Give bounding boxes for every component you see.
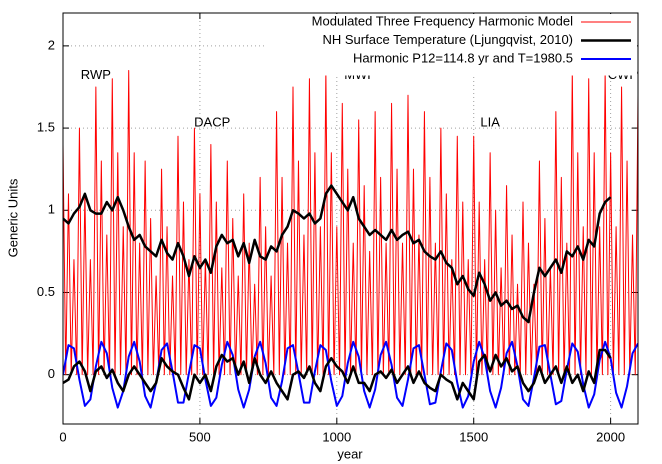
annotation: DACP	[194, 115, 230, 130]
legend-label: NH Surface Temperature (Ljungqvist, 2010…	[323, 32, 574, 47]
series-line	[63, 70, 638, 376]
series-line	[63, 348, 612, 401]
y-tick-label: 1	[48, 202, 55, 217]
legend-label: Harmonic P12=114.8 yr and T=1980.5	[353, 50, 573, 65]
y-axis-label: Generic Units	[5, 178, 20, 257]
y-tick-label: 0.5	[37, 284, 55, 299]
x-tick-label: 1000	[322, 429, 351, 444]
x-tick-label: 1500	[459, 429, 488, 444]
y-tick-label: 2	[48, 37, 55, 52]
x-tick-label: 0	[59, 429, 66, 444]
legend-label: Modulated Three Frequency Harmonic Model	[312, 13, 573, 28]
x-axis-label: year	[337, 446, 363, 461]
annotation: LIA	[480, 115, 500, 130]
plot-frame	[62, 12, 639, 425]
x-tick-label: 2000	[596, 429, 625, 444]
legend-background	[265, 14, 637, 76]
series-line	[63, 184, 612, 324]
y-tick-label: 0	[48, 366, 55, 381]
annotation: RWP	[81, 67, 111, 82]
y-tick-label: 1.5	[37, 120, 55, 135]
x-tick-label: 500	[189, 429, 211, 444]
